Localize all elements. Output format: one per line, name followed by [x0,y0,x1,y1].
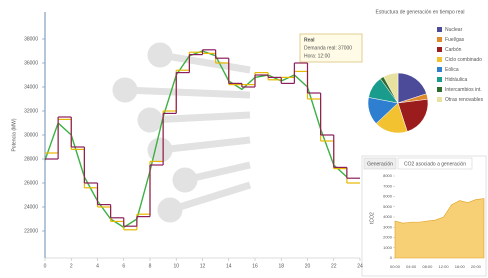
x-tick-label: 04:00 [406,264,417,269]
legend-swatch [437,57,442,62]
tooltip: Real Demanda real: 37000 Hora: 12:00 [300,34,362,62]
legend-swatch [437,27,442,32]
legend-label: Carbón [445,47,462,53]
y-tick-label: 34000 [24,84,38,90]
legend-swatch [437,97,442,102]
legend-label: Nuclear [445,27,463,33]
x-tick-label: 20:00 [471,264,482,269]
y-tick-label: 5000 [383,204,393,209]
x-tick-label: 12 [200,263,206,269]
pie-title: Estructura de generación en tiempo real [376,9,465,15]
legend-label: Otras renovables [445,97,484,103]
legend-label: Eólica [445,67,459,73]
tab-label[interactable]: Generación [367,161,393,167]
x-tick-label: 2 [70,263,73,269]
y-tick-label: 32000 [24,108,38,114]
legend-swatch [437,67,442,72]
y-tick-label: 8000 [383,173,393,178]
x-tick-label: 00:00 [390,264,401,269]
y-axis-title: Potencia (MW) [11,118,17,151]
x-tick-label: 18 [278,263,284,269]
legend-swatch [437,87,442,92]
x-tick-label: 22 [331,263,337,269]
area-y-title: tCO2 [369,212,375,224]
page: Potencia (MW) Estructura de generación e… [0,0,488,278]
x-tick-label: 08:00 [422,264,433,269]
legend-label: Fuel/gas [445,37,465,43]
x-tick-label: 8 [149,263,152,269]
x-tick-label: 0 [44,263,47,269]
y-tick-label: 6000 [383,194,393,199]
x-tick-label: 6 [122,263,125,269]
y-tick-label: 22000 [24,228,38,234]
x-tick-label: 16 [252,263,258,269]
screen: Potencia (MW) Estructura de generación e… [0,0,488,278]
legend-swatch [437,37,442,42]
y-tick-label: 2000 [383,235,393,240]
legend-label: Intercambios int. [445,87,482,93]
tab-label[interactable]: CO2 asociado a generación [404,161,466,167]
tooltip-title: Real [304,37,315,43]
y-tick-label: 36000 [24,60,38,66]
x-tick-label: 10 [173,263,179,269]
y-tick-label: 3000 [383,224,393,229]
y-tick-label: 30000 [24,132,38,138]
y-tick-label: 24000 [24,204,38,210]
tooltip-line: Hora: 12:00 [304,53,330,59]
y-tick-label: 1000 [383,245,393,250]
tooltip-line: Demanda real: 37000 [304,45,352,51]
legend-label: Ciclo combinado [445,57,482,63]
x-tick-label: 12:00 [439,264,450,269]
y-tick-label: 28000 [24,156,38,162]
legend-swatch [437,77,442,82]
y-tick-label: 26000 [24,180,38,186]
y-tick-label: 38000 [24,36,38,42]
x-tick-label: 16:00 [455,264,466,269]
y-tick-label: 4000 [383,214,393,219]
y-tick-label: 7000 [383,183,393,188]
x-tick-label: 14 [226,263,232,269]
legend-swatch [437,47,442,52]
x-tick-label: 24 [357,263,363,269]
legend-label: Hidráulica [445,77,467,83]
x-tick-label: 4 [96,263,99,269]
x-tick-label: 20 [305,263,311,269]
